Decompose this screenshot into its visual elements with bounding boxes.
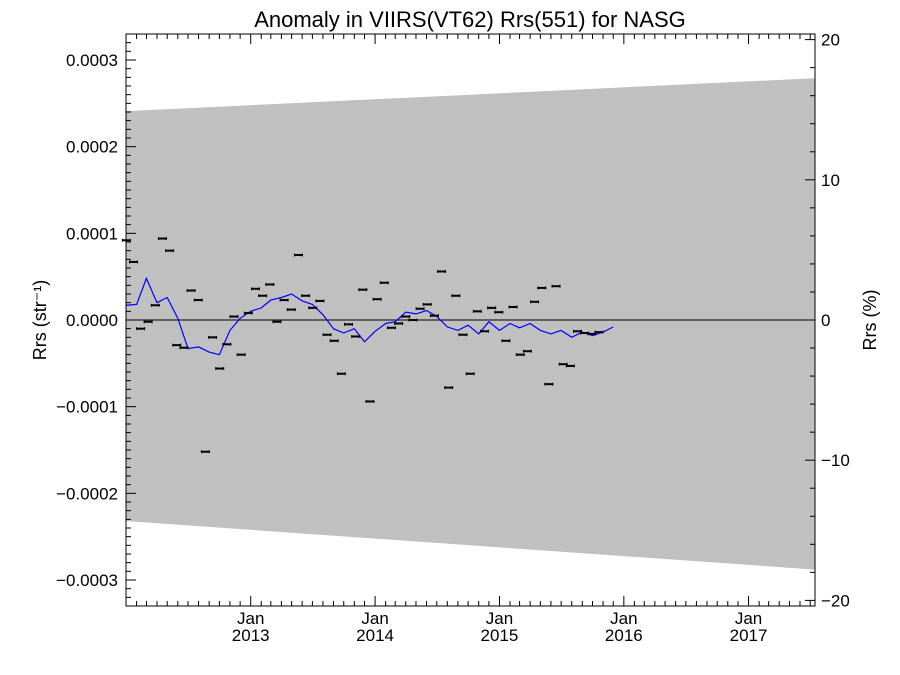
data-point	[250, 287, 260, 291]
data-point	[315, 299, 325, 303]
uncertainty-band-layer	[126, 78, 815, 570]
data-point	[515, 353, 525, 357]
data-point	[186, 289, 196, 293]
data-point	[501, 339, 511, 343]
data-point	[236, 353, 246, 357]
x-tick-month-label: Jan	[610, 609, 637, 628]
data-point	[465, 372, 475, 376]
series-line-layer	[125, 276, 614, 356]
x-tick-month-label: Jan	[735, 609, 762, 628]
y-axis-left-label: Rrs (str⁻¹)	[30, 280, 50, 360]
data-point	[537, 286, 547, 290]
data-point	[565, 364, 575, 368]
x-tick-year-label: 2014	[356, 626, 394, 645]
data-point	[487, 306, 497, 310]
data-point	[157, 237, 167, 241]
data-point	[472, 309, 482, 313]
data-point	[451, 294, 461, 298]
data-point	[200, 450, 210, 454]
data-point	[351, 334, 361, 338]
data-point	[279, 298, 289, 302]
data-point	[136, 327, 146, 331]
y-right-tick-label: −10	[821, 451, 850, 470]
y-axis-right-label: Rrs (%)	[860, 290, 880, 351]
data-point	[401, 315, 411, 319]
y-left-tick-label: −0.0001	[56, 398, 118, 417]
data-point	[215, 367, 225, 371]
data-points-layer	[121, 237, 604, 454]
data-point	[222, 342, 232, 346]
data-point	[165, 249, 175, 253]
y-right-tick-label: −20	[821, 591, 850, 610]
data-point	[344, 322, 354, 326]
data-point	[179, 346, 189, 350]
data-point	[544, 382, 554, 386]
data-point	[386, 326, 396, 330]
y-left-tick-label: −0.0003	[56, 571, 118, 590]
data-point	[437, 269, 447, 273]
data-point	[422, 302, 432, 306]
y-left-tick-label: 0.0002	[66, 138, 118, 157]
data-point	[494, 310, 504, 314]
data-point	[522, 349, 532, 353]
uncertainty-band	[126, 78, 815, 570]
data-point	[530, 300, 540, 304]
data-point	[551, 284, 561, 288]
data-point	[308, 306, 318, 310]
data-point	[415, 307, 425, 311]
data-point	[258, 294, 268, 298]
data-point	[243, 311, 253, 315]
data-point	[193, 298, 203, 302]
data-point	[408, 318, 418, 322]
series-line	[125, 276, 614, 356]
y-right-tick-label: 20	[821, 31, 840, 50]
y-left-tick-label: 0.0000	[66, 311, 118, 330]
data-point	[229, 315, 239, 319]
y-left-tick-label: 0.0003	[66, 51, 118, 70]
data-point	[429, 314, 439, 318]
data-point	[358, 288, 368, 292]
data-point	[208, 335, 218, 339]
data-point	[458, 333, 468, 337]
data-point	[508, 305, 518, 309]
data-point	[594, 330, 604, 334]
y-left-tick-label: 0.0001	[66, 224, 118, 243]
data-point	[128, 260, 138, 264]
data-point	[286, 308, 296, 312]
data-point	[143, 320, 153, 324]
y-left-tick-label: −0.0002	[56, 484, 118, 503]
y-right-tick-label: 10	[821, 171, 840, 190]
axis-ticks-layer: 0.0003 0.0002 0.0001 0.0000 −0.0001 −0.0002 −0…	[56, 31, 850, 645]
data-point	[322, 333, 332, 337]
data-point	[150, 303, 160, 307]
data-point	[379, 281, 389, 285]
x-tick-month-label: Jan	[237, 609, 264, 628]
data-point	[365, 399, 375, 403]
x-tick-year-label: 2016	[605, 626, 643, 645]
y-right-tick-label: 0	[821, 311, 830, 330]
x-tick-year-label: 2015	[481, 626, 519, 645]
data-point	[394, 321, 404, 325]
x-tick-year-label: 2017	[730, 626, 768, 645]
x-tick-month-label: Jan	[486, 609, 513, 628]
data-point	[272, 320, 282, 324]
data-point	[372, 297, 382, 301]
data-point	[336, 372, 346, 376]
data-point	[444, 386, 454, 390]
data-point	[301, 294, 311, 298]
data-point	[293, 253, 303, 257]
x-tick-year-label: 2013	[232, 626, 270, 645]
data-point	[479, 329, 489, 333]
chart-title: Anomaly in VIIRS(VT62) Rrs(551) for NASG	[254, 7, 686, 32]
data-point	[265, 282, 275, 286]
data-point	[329, 339, 339, 343]
x-tick-month-label: Jan	[361, 609, 388, 628]
data-point	[172, 343, 182, 347]
